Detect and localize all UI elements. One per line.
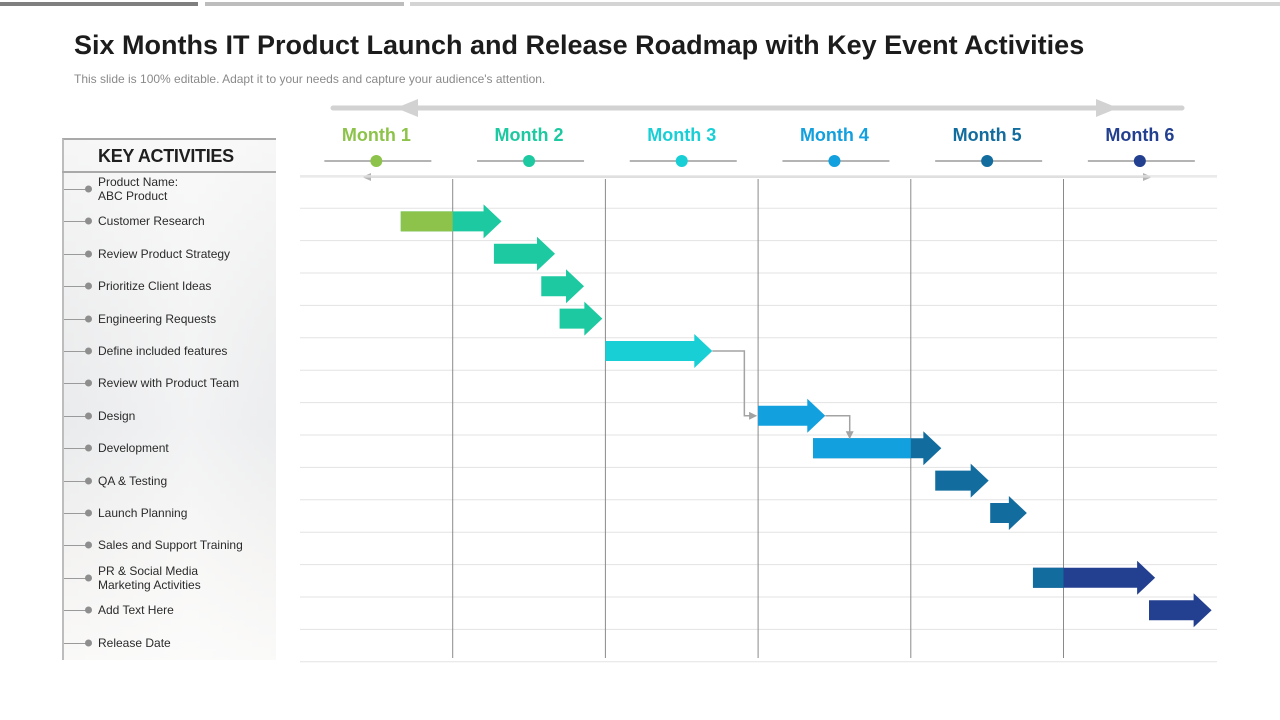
activity-bar-arrow xyxy=(1149,593,1212,628)
activity-connector xyxy=(64,318,86,320)
month-marker-dot xyxy=(1133,155,1146,167)
activity-bullet-icon xyxy=(85,477,92,485)
activity-label: Design xyxy=(98,408,136,423)
key-activities-heading: KEY ACTIVITIES xyxy=(98,146,234,166)
key-activities-panel xyxy=(62,138,276,660)
activity-label: Prioritize Client Ideas xyxy=(98,279,212,294)
month-label: Month 4 xyxy=(799,125,869,145)
progress-bar-segment-2 xyxy=(205,2,404,6)
activity-connector xyxy=(64,610,86,612)
activity-connector xyxy=(64,480,86,482)
progress-bar-segment-3 xyxy=(410,2,1280,6)
activity-bar-arrow xyxy=(493,236,556,271)
activity-bar-arrow xyxy=(559,301,603,336)
progress-bar-segment-1 xyxy=(0,2,198,6)
activity-bar-tail xyxy=(1032,567,1064,588)
activity-connector xyxy=(64,642,86,644)
activity-bullet-icon xyxy=(85,217,92,225)
activity-label: Customer Research xyxy=(98,214,205,229)
activity-connector xyxy=(64,351,86,352)
page-title: Six Months IT Product Launch and Release… xyxy=(74,30,1085,60)
activity-bullet-icon xyxy=(85,185,92,193)
activity-bar-arrow xyxy=(935,463,989,498)
month-marker-dot xyxy=(370,155,383,167)
activity-connector xyxy=(64,286,86,288)
page-subtitle: This slide is 100% editable. Adapt it to… xyxy=(74,72,546,86)
month-marker-dot xyxy=(523,155,536,167)
activity-connector xyxy=(64,545,86,547)
activity-bullet-icon xyxy=(85,282,92,290)
activity-bullet-icon xyxy=(85,541,92,549)
activity-bar-arrow xyxy=(605,334,713,368)
key-activities-divider xyxy=(62,171,276,173)
activity-label: Engineering Requests xyxy=(98,311,217,326)
activity-connector xyxy=(64,189,86,190)
activity-bar-tail xyxy=(400,211,453,232)
activity-connector xyxy=(64,513,86,514)
activity-connector xyxy=(64,448,86,450)
activity-label: Launch Planning xyxy=(98,506,188,520)
timeline-arrow-left-icon xyxy=(396,99,418,117)
activity-connector xyxy=(64,221,86,223)
activity-connector xyxy=(64,415,86,417)
activity-label: Define included features xyxy=(98,344,228,358)
activity-connector xyxy=(64,383,86,385)
activity-label: Product Name: ABC Product xyxy=(98,175,179,203)
panel-background-overlay xyxy=(64,140,276,660)
activity-bullet-icon xyxy=(85,250,92,258)
month-label: Month 2 xyxy=(494,125,564,145)
activity-label: Release Date xyxy=(98,635,171,650)
activity-bar-arrow xyxy=(758,398,826,433)
month-label: Month 5 xyxy=(952,125,1022,145)
activity-label: Review Product Strategy xyxy=(98,246,231,261)
activity-bar-arrow xyxy=(990,496,1027,530)
month-marker-dot xyxy=(981,155,994,167)
activity-label: Sales and Support Training xyxy=(98,538,243,553)
activity-label: Development xyxy=(98,441,169,456)
activity-bar-arrow xyxy=(541,269,585,304)
activity-bullet-icon xyxy=(85,347,92,355)
activity-connector xyxy=(64,577,86,579)
month-marker-dot xyxy=(675,155,688,167)
activity-bullet-icon xyxy=(85,315,92,323)
activity-bullet-icon xyxy=(85,606,92,614)
activity-bullet-icon xyxy=(85,444,92,452)
activity-label: Add Text Here xyxy=(98,603,174,618)
month-label: Month 1 xyxy=(341,125,411,145)
activity-bar-tail xyxy=(813,438,911,459)
activity-label: PR & Social Media Marketing Activities xyxy=(98,563,201,592)
activity-connector xyxy=(64,253,86,255)
timeline-arrow-right-icon xyxy=(1096,99,1118,117)
month-marker-dot xyxy=(828,155,841,167)
month-label: Month 6 xyxy=(1105,125,1175,145)
activity-bullet-icon xyxy=(85,509,92,517)
activity-bullet-icon xyxy=(85,379,92,387)
dependency-connector xyxy=(825,415,854,440)
activity-label: Review with Product Team xyxy=(98,376,240,391)
activity-bullet-icon xyxy=(85,574,92,582)
month-label: Month 3 xyxy=(647,125,717,145)
activity-label: QA & Testing xyxy=(98,473,168,488)
activity-bullet-icon xyxy=(85,412,92,420)
activity-bullet-icon xyxy=(85,639,92,647)
dependency-connector xyxy=(712,350,758,420)
